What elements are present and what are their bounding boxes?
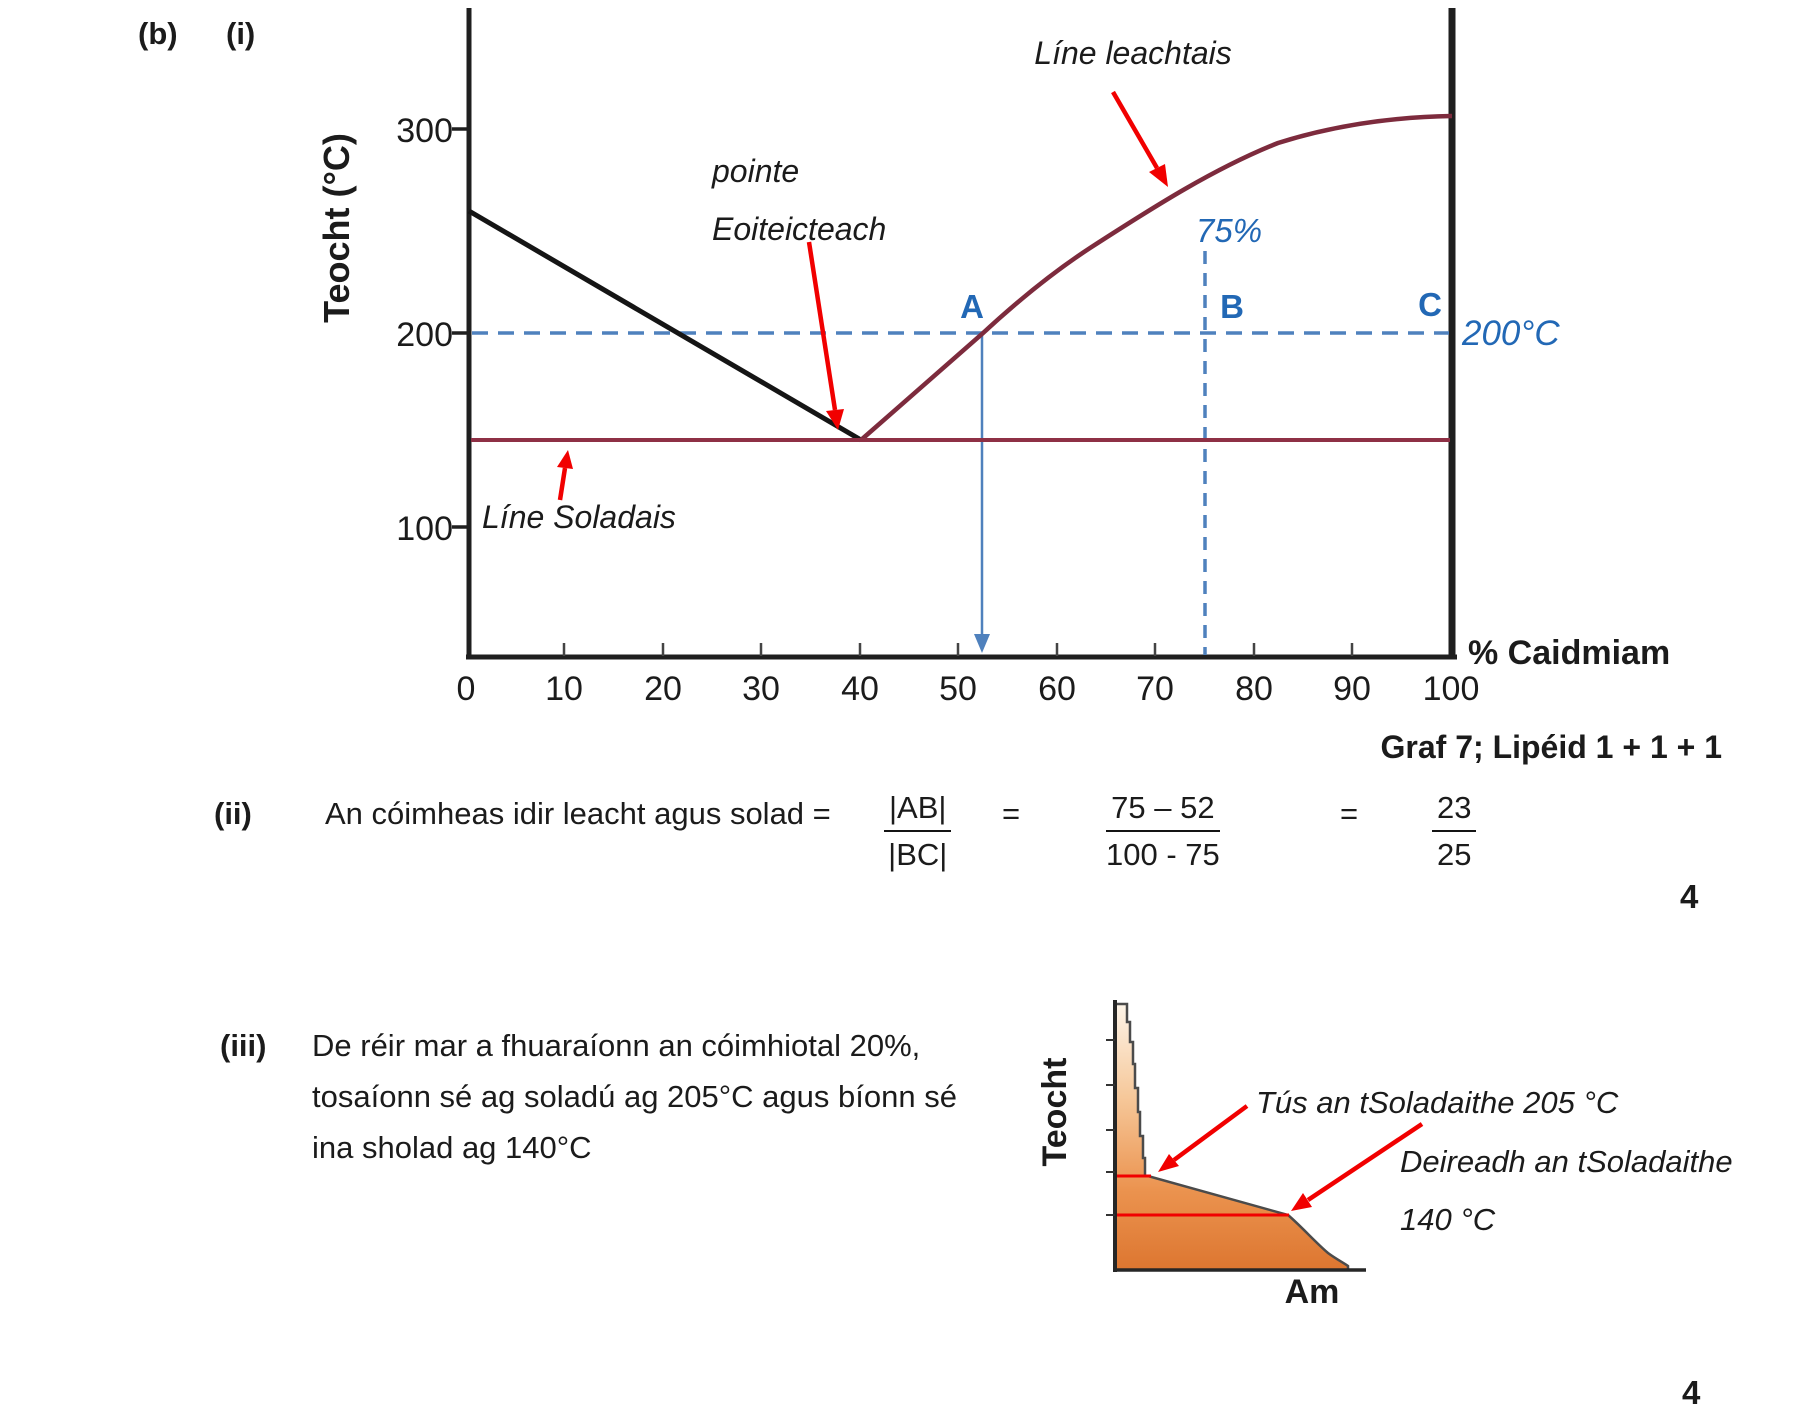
- solidus-arrowhead: [557, 450, 573, 469]
- y-tick-300: 300: [396, 112, 453, 150]
- x-tick-100: 100: [1423, 670, 1480, 708]
- fraction-ab-numerator: |AB|: [884, 790, 952, 832]
- eutectic-label-line2: Eoiteicteach: [712, 211, 886, 247]
- x-tick-30: 30: [742, 670, 780, 708]
- y-tick-100: 100: [396, 510, 453, 548]
- start-solidify-arrow: [1172, 1104, 1249, 1162]
- end-solidify-label-line2: 140 °C: [1400, 1202, 1496, 1237]
- end-solidify-arrow: [1306, 1122, 1424, 1202]
- graph-caption: Graf 7; Lipéid 1 + 1 + 1: [1380, 729, 1722, 765]
- ratio-statement: An cóimheas idir leacht agus solad =: [325, 796, 831, 831]
- cooling-curve-chart: Teocht Am Tús an tSoladaithe 205 °C Deir…: [1036, 1000, 1733, 1311]
- part-label-i: (i): [226, 16, 256, 51]
- marks-part-iii: 4: [1682, 1374, 1701, 1411]
- fraction-values: 75 – 52 100 - 75: [1106, 790, 1220, 872]
- y-tick-labels: 300 200 100: [396, 112, 453, 548]
- start-solidify-label: Tús an tSoladaithe 205 °C: [1256, 1085, 1619, 1120]
- x-tick-0: 0: [457, 670, 476, 708]
- eutectic-label-line1: pointe: [711, 153, 799, 189]
- x-tick-labels: 0 10 20 30 40 50 60 70 80 90 100: [457, 670, 1480, 708]
- equals-sign-2: =: [1340, 796, 1359, 831]
- part-iii-line-2: tosaíonn sé ag soladú ag 205°C agus bíon…: [312, 1079, 957, 1114]
- red-annotation-arrows: [557, 90, 1168, 501]
- point-c-label: C: [1418, 286, 1442, 323]
- x-ticks: [562, 643, 1354, 656]
- fraction-ab-denominator: |BC|: [888, 836, 948, 872]
- part-label-iii: (iii): [220, 1028, 267, 1063]
- liquidus-label: Líne leachtais: [1034, 35, 1231, 71]
- cooling-curve-line: [1117, 1002, 1350, 1270]
- fraction-result-numerator: 23: [1432, 790, 1477, 832]
- fraction-values-denominator: 100 - 75: [1106, 836, 1220, 872]
- fraction-values-numerator: 75 – 52: [1106, 790, 1220, 832]
- section-label-b: (b): [138, 16, 178, 51]
- marks-part-ii: 4: [1680, 878, 1699, 915]
- x-axis-title: % Caidmiam: [1468, 634, 1670, 672]
- solidus-arrow: [557, 467, 568, 501]
- y-tick-200: 200: [396, 316, 453, 354]
- y-ticks: [452, 127, 468, 529]
- liquidus-arrow: [1111, 90, 1159, 170]
- x-tick-40: 40: [841, 670, 879, 708]
- start-solidify-arrowhead: [1158, 1154, 1179, 1172]
- liquidus-left-line: [467, 208, 863, 443]
- eutectic-arrow: [806, 241, 838, 411]
- pct75-label: 75%: [1196, 212, 1262, 249]
- x-tick-70: 70: [1136, 670, 1174, 708]
- x-tick-90: 90: [1333, 670, 1371, 708]
- cooling-x-axis-title: Am: [1285, 1273, 1340, 1311]
- temp200-label: 200°C: [1461, 314, 1560, 353]
- part-iii-line-1: De réir mar a fhuaraíonn an cóimhiotal 2…: [312, 1028, 921, 1063]
- x-tick-80: 80: [1235, 670, 1273, 708]
- point-a-drop-arrowhead: [974, 634, 990, 653]
- fraction-result-denominator: 25: [1437, 836, 1472, 872]
- cooling-y-ticks: [1106, 1039, 1115, 1216]
- point-a-label: A: [960, 288, 984, 325]
- point-b-label: B: [1220, 288, 1244, 325]
- phase-diagram: 300 200 100 0 10 20 30 40 50 60 70 80 90…: [316, 8, 1670, 708]
- x-tick-10: 10: [545, 670, 583, 708]
- x-tick-60: 60: [1038, 670, 1076, 708]
- part-label-ii: (ii): [214, 796, 252, 831]
- fraction-result: 23 25: [1432, 790, 1477, 872]
- end-solidify-arrowhead: [1291, 1193, 1312, 1211]
- liquidus-right-curve: [859, 113, 1453, 442]
- cooling-curve-area: [1117, 1004, 1348, 1270]
- cooling-y-axis-title: Teocht: [1036, 1058, 1074, 1167]
- x-tick-20: 20: [644, 670, 682, 708]
- eutectic-arrowhead: [826, 409, 844, 430]
- x-tick-50: 50: [939, 670, 977, 708]
- part-iii-line-3: ina sholad ag 140°C: [312, 1130, 592, 1165]
- solidus-label: Líne Soladais: [482, 499, 676, 535]
- equals-sign-1: =: [1002, 796, 1021, 831]
- end-solidify-label-line1: Deireadh an tSoladaithe: [1400, 1144, 1733, 1179]
- liquidus-arrowhead: [1149, 164, 1168, 187]
- fraction-ab-bc: |AB| |BC|: [884, 790, 952, 872]
- y-axis-title: Teocht (°C): [316, 133, 357, 323]
